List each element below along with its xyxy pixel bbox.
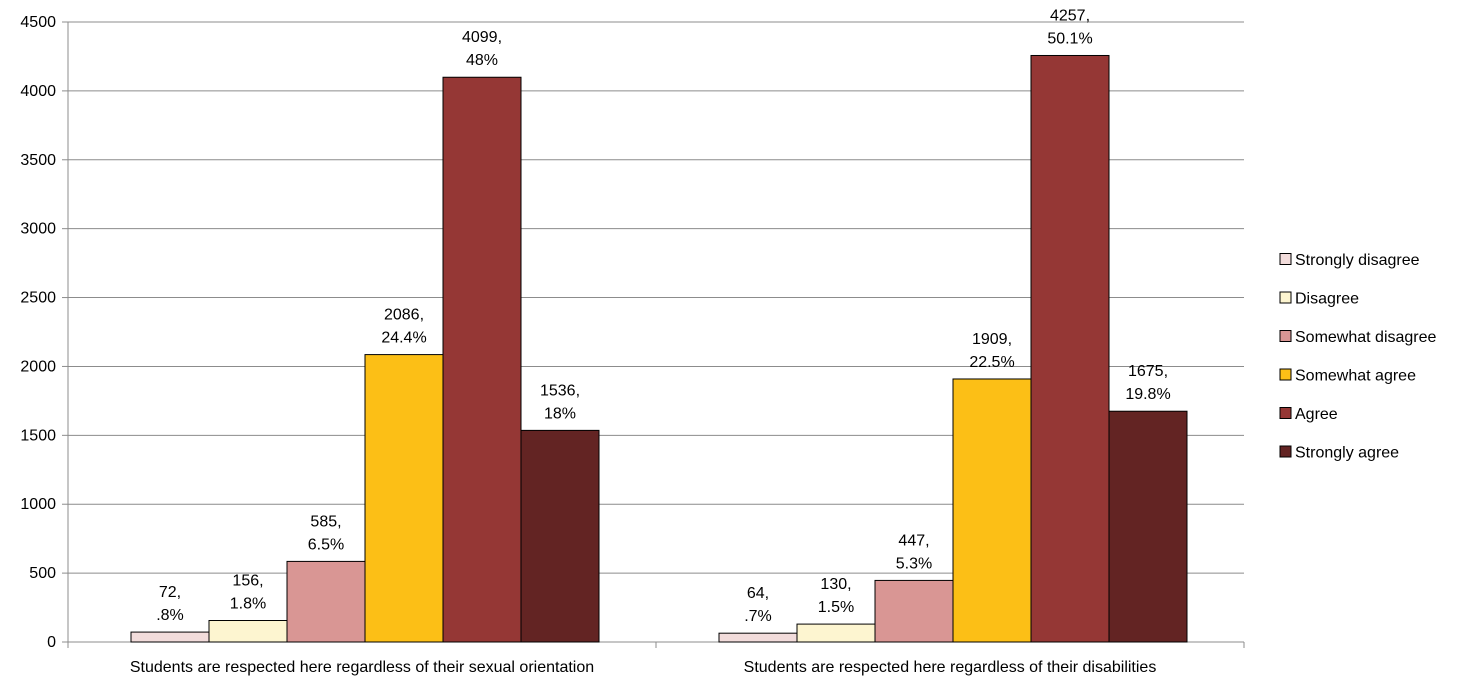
bar-strongly-agree-0 (520, 429, 600, 643)
legend: Strongly disagree Disagree Somewhat disagr… (1279, 252, 1437, 462)
legend-label-strongly-disagree: Strongly disagree (1295, 252, 1420, 269)
bar-agree-0 (442, 76, 522, 643)
y-tick-label-1000: 1000 (20, 496, 56, 513)
y-tick-label-2500: 2500 (20, 290, 56, 307)
bar-agree-1 (1030, 54, 1110, 643)
y-tick-label-4500: 4500 (20, 14, 56, 31)
data-label-value-strongly-disagree-0: 72, (159, 584, 181, 601)
legend-label-disagree: Disagree (1295, 291, 1359, 308)
legend-swatch-somewhat-disagree (1279, 330, 1292, 342)
data-label-pct-strongly-disagree-1: .7% (744, 608, 772, 625)
bar-somewhat-disagree-1 (874, 579, 954, 643)
gridlines (68, 21, 1244, 574)
data-label-value-somewhat-agree-0: 2086, (384, 307, 424, 324)
legend-swatch-strongly-disagree (1279, 253, 1292, 265)
legend-swatch-strongly-agree (1279, 445, 1292, 458)
y-tick-label-2000: 2000 (20, 358, 56, 375)
data-label-value-strongly-disagree-1: 64, (747, 585, 769, 602)
data-label-pct-somewhat-disagree-1: 5.3% (896, 555, 932, 572)
bar-somewhat-disagree-0 (286, 560, 366, 643)
axes: 0 500 1000 1500 2000 2500 3000 3500 4000 4500 Stud… (20, 14, 1245, 676)
y-tick-label-4000: 4000 (20, 83, 56, 100)
y-tick-label-0: 0 (47, 634, 56, 651)
data-label-value-somewhat-disagree-0: 585, (310, 513, 341, 530)
data-label-pct-disagree-0: 1.8% (230, 596, 266, 613)
data-label-value-strongly-agree-1: 1675, (1128, 363, 1168, 380)
bar-disagree-0 (208, 620, 288, 643)
data-label-value-agree-0: 4099, (462, 29, 502, 46)
data-label-pct-somewhat-agree-1: 22.5% (969, 354, 1014, 371)
x-category-label-0: Students are respected here regardless o… (130, 659, 594, 676)
data-label-value-agree-1: 4257, (1050, 7, 1090, 24)
data-label-pct-strongly-agree-1: 19.8% (1125, 386, 1170, 403)
legend-swatch-somewhat-agree (1279, 368, 1292, 381)
y-tick-label-1500: 1500 (20, 427, 56, 444)
y-tick-label-3000: 3000 (20, 221, 56, 238)
data-label-pct-disagree-1: 1.5% (818, 599, 854, 616)
data-label-value-disagree-1: 130, (820, 576, 851, 593)
y-tick-label-500: 500 (29, 565, 56, 582)
legend-label-strongly-agree: Strongly agree (1295, 445, 1399, 462)
data-label-value-somewhat-disagree-1: 447, (898, 532, 929, 549)
bar-somewhat-agree-0 (364, 354, 444, 643)
data-label-pct-somewhat-disagree-0: 6.5% (308, 536, 344, 553)
data-label-value-strongly-agree-0: 1536, (540, 382, 580, 399)
data-label-pct-agree-1: 50.1% (1047, 30, 1092, 47)
bar-disagree-1 (796, 623, 876, 643)
legend-label-agree: Agree (1295, 406, 1338, 423)
x-category-label-1: Students are respected here regardless o… (744, 659, 1157, 676)
data-label-pct-strongly-agree-0: 18% (544, 405, 576, 422)
legend-swatch-disagree (1279, 291, 1292, 304)
legend-swatch-agree (1279, 407, 1292, 419)
legend-label-somewhat-disagree: Somewhat disagree (1295, 329, 1437, 346)
data-label-value-somewhat-agree-1: 1909, (972, 331, 1012, 348)
bar-strongly-disagree-0 (130, 631, 210, 643)
data-label-pct-somewhat-agree-0: 24.4% (381, 330, 426, 347)
data-labels: 72, .8% 64, .7% 156, 1.8% 130, 1.5% 585, 6.5% 447,… (156, 7, 1170, 625)
y-tick-label-3500: 3500 (20, 152, 56, 169)
bar-strongly-disagree-1 (718, 632, 798, 643)
legend-label-somewhat-agree: Somewhat agree (1295, 368, 1416, 385)
data-label-value-disagree-0: 156, (232, 573, 263, 590)
bar-somewhat-agree-1 (952, 378, 1032, 643)
bars (130, 54, 1188, 643)
bar-strongly-agree-1 (1108, 410, 1188, 643)
data-label-pct-agree-0: 48% (466, 52, 498, 69)
data-label-pct-strongly-disagree-0: .8% (156, 607, 184, 624)
